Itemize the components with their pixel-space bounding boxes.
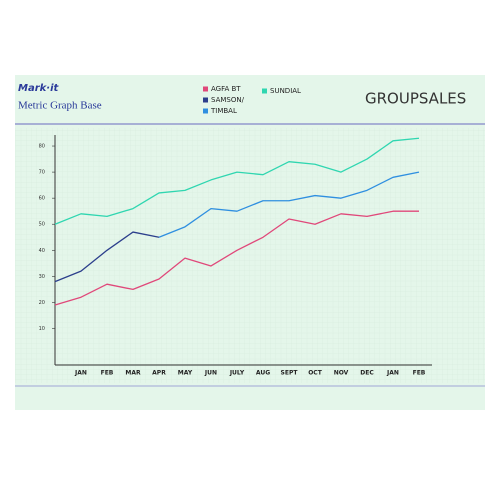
series-line <box>54 210 419 306</box>
x-tick-label: MAY <box>178 370 193 377</box>
y-tick-label: 80 <box>39 144 45 150</box>
legend-swatch <box>262 88 267 94</box>
x-tick-label: JULY <box>229 370 245 377</box>
legend-label: TIMBAL <box>210 107 237 115</box>
series-line <box>54 231 160 283</box>
x-tick-label: SEPT <box>281 370 299 377</box>
brand: Mark·it <box>18 83 60 94</box>
y-tick-label: 50 <box>39 222 45 228</box>
x-tick-label: JUN <box>204 370 217 377</box>
x-tick-label: DEC <box>360 370 374 377</box>
series-line <box>158 171 420 238</box>
legend-swatch <box>203 86 208 92</box>
y-tick-label: 70 <box>39 170 45 176</box>
x-tick-label: AUG <box>256 370 270 377</box>
legend-label: SUNDIAL <box>270 87 301 95</box>
x-tick-label: JAN <box>74 370 87 377</box>
y-tick-label: 40 <box>39 248 45 254</box>
paper-grid <box>15 128 485 383</box>
annotation: GROUPSALES <box>365 90 466 108</box>
x-tick-label: FEB <box>101 370 114 377</box>
chart-title: Metric Graph Base <box>18 100 102 112</box>
x-tick-label: FEB <box>413 370 426 377</box>
y-tick-label: 60 <box>39 196 45 202</box>
y-tick-label: 20 <box>39 300 45 306</box>
legend-label: AGFA BT <box>211 85 241 93</box>
legend-swatch <box>203 97 208 103</box>
legend-swatch <box>203 108 208 114</box>
x-tick-label: OCT <box>308 370 323 377</box>
y-tick-label: 30 <box>39 274 45 280</box>
legend-label: SAMSON/ <box>211 96 245 104</box>
x-tick-label: JAN <box>386 370 399 377</box>
series-line <box>54 137 420 225</box>
y-tick-label: 10 <box>39 326 45 332</box>
x-tick-label: APR <box>152 370 166 377</box>
x-tick-label: NOV <box>334 370 349 377</box>
x-tick-label: MAR <box>125 370 141 377</box>
